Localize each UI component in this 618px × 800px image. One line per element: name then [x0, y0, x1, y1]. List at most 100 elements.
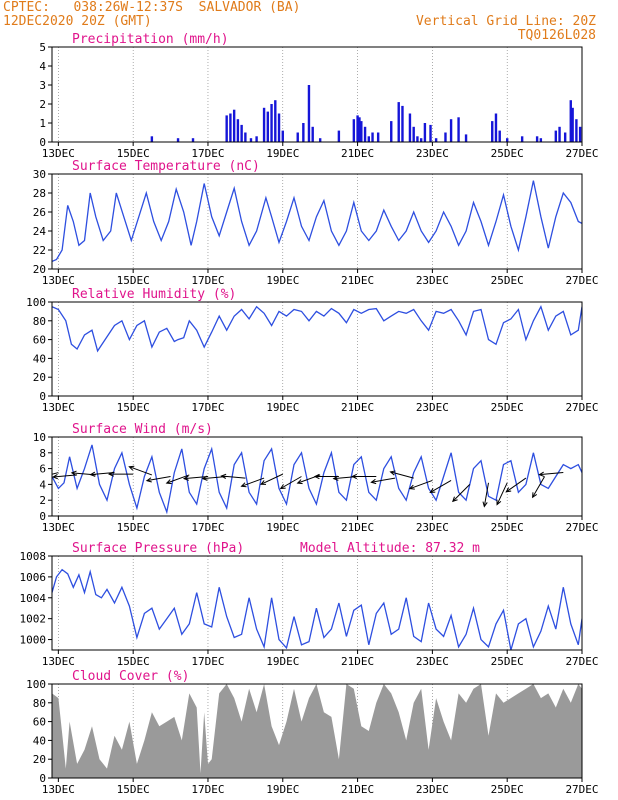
- x-tick-label: 19DEC: [266, 655, 299, 668]
- y-tick-label: 4: [39, 478, 46, 491]
- precip-bar: [494, 113, 498, 142]
- wind-arrow-head: [538, 471, 545, 477]
- rh-title: Relative Humidity (%): [72, 287, 236, 302]
- wind-arrow-head: [452, 496, 458, 503]
- x-tick-label: 23DEC: [416, 274, 449, 287]
- wind-arrow: [221, 475, 246, 479]
- wind-arrow: [146, 476, 171, 482]
- precip-bar: [244, 132, 247, 142]
- wind-panel: 0 2 4 6 8 10 13DEC 15DEC 17DEC 19DEC 21DEC 23DEC 25D…: [33, 422, 599, 534]
- x-tick-label: 23DEC: [416, 147, 449, 160]
- wind-arrow: [53, 474, 78, 478]
- y-tick-label: 2: [39, 98, 46, 111]
- precip-bar: [416, 136, 419, 142]
- precip-bar: [464, 134, 468, 142]
- precip-bar: [558, 126, 561, 142]
- x-tick-label: 19DEC: [266, 401, 299, 414]
- wind-arrow: [90, 472, 115, 476]
- x-tick-label: 13DEC: [42, 655, 75, 668]
- precip-bar: [360, 121, 363, 142]
- pressure-data: [52, 568, 582, 650]
- y-tick-label: 28: [33, 187, 46, 200]
- y-tick-label: 2: [39, 494, 46, 507]
- precip-bar: [191, 138, 195, 142]
- precip-bar: [367, 136, 371, 142]
- precip-bar: [434, 138, 438, 142]
- header-grid-line: Vertical Grid Line: 20Z: [416, 14, 596, 29]
- wind-arrow-head: [240, 482, 247, 488]
- precip-bar: [225, 115, 228, 142]
- wind-arrow: [452, 484, 471, 502]
- precip-bar: [318, 138, 322, 142]
- wind-arrow-head: [89, 471, 96, 477]
- precip-bar: [429, 124, 432, 142]
- cloud-frame: [51, 683, 583, 779]
- x-tick-label: 15DEC: [117, 521, 150, 534]
- precip-bar: [571, 107, 574, 142]
- y-tick-label: 80: [33, 315, 46, 328]
- wind-arrow: [52, 472, 59, 475]
- wind-frame: [51, 436, 583, 517]
- x-tick-label: 19DEC: [266, 274, 299, 287]
- wind-arrow: [483, 482, 489, 507]
- x-tick-label: 19DEC: [266, 521, 299, 534]
- temp-data: [52, 180, 582, 262]
- precip-bar: [262, 107, 266, 142]
- x-tick-label: 27DEC: [565, 147, 598, 160]
- precip-bar: [302, 123, 305, 142]
- y-tick-label: 1002: [20, 613, 47, 626]
- x-tick-label: 27DEC: [565, 274, 598, 287]
- temp-frame: [51, 173, 583, 270]
- precip-bar: [270, 104, 273, 142]
- precip-bar: [505, 138, 509, 142]
- x-tick-label: 21DEC: [341, 274, 374, 287]
- precip-bar: [423, 123, 427, 142]
- x-tick-label: 17DEC: [191, 401, 224, 414]
- precip-bar: [376, 132, 380, 142]
- wind-arrow: [241, 477, 265, 487]
- precip-bar: [457, 117, 460, 142]
- wind-arrow-head: [389, 470, 396, 476]
- x-tick-label: 19DEC: [266, 147, 299, 160]
- precip-bar: [352, 119, 356, 142]
- y-tick-label: 5: [39, 41, 46, 54]
- precip-bar: [358, 117, 361, 142]
- x-tick-label: 23DEC: [416, 401, 449, 414]
- x-tick-label: 25DEC: [491, 783, 524, 796]
- precip-bar: [249, 138, 253, 142]
- x-tick-label: 15DEC: [117, 783, 150, 796]
- x-tick-label: 21DEC: [341, 521, 374, 534]
- y-tick-label: 20: [33, 263, 46, 276]
- x-tick-label: 25DEC: [491, 401, 524, 414]
- wind-arrow-head: [108, 471, 114, 477]
- precip-bar: [266, 111, 270, 142]
- precip-bar: [498, 130, 501, 142]
- x-tick-label: 15DEC: [117, 274, 150, 287]
- x-tick-label: 17DEC: [191, 655, 224, 668]
- wind-arrow-head: [505, 487, 512, 493]
- precip-bar: [236, 119, 240, 142]
- x-tick-label: 25DEC: [491, 274, 524, 287]
- y-tick-label: 30: [33, 168, 46, 181]
- wind-arrow: [129, 466, 153, 476]
- wind-arrow: [430, 480, 452, 493]
- x-tick-label: 13DEC: [42, 274, 75, 287]
- wind-arrow-head: [351, 473, 358, 480]
- y-tick-label: 20: [33, 753, 46, 766]
- wind-arrow: [539, 472, 564, 476]
- header-location: CPTEC: 038:26W-12:37S SALVADOR (BA): [3, 0, 300, 15]
- precip-bar: [232, 109, 236, 142]
- wind-arrow: [532, 476, 546, 498]
- precip-bar: [281, 130, 284, 142]
- precip-bar: [535, 136, 539, 142]
- x-tick-label: 21DEC: [341, 401, 374, 414]
- precip-bar: [578, 126, 582, 142]
- precip-bar: [363, 126, 367, 142]
- y-tick-label: 100: [26, 678, 46, 691]
- wind-arrow-head: [408, 484, 415, 490]
- x-tick-label: 17DEC: [191, 274, 224, 287]
- wind-arrow-head: [370, 478, 377, 485]
- wind-arrow: [409, 479, 433, 490]
- precip-bar: [554, 130, 558, 142]
- y-tick-label: 1008: [20, 550, 47, 563]
